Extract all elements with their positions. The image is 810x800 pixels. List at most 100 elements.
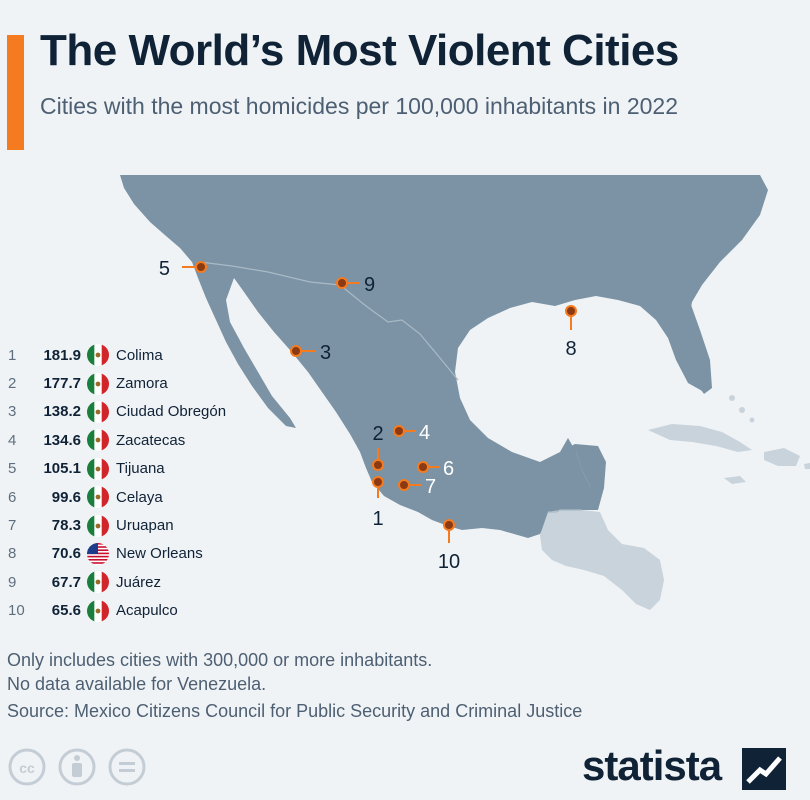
city-row: 2 177.7 Zamora: [8, 369, 268, 397]
city-rank: 8: [8, 545, 17, 563]
homicide-rate: 65.6: [51, 602, 81, 620]
mexico-flag-icon: [87, 400, 109, 423]
city-rank: 6: [8, 488, 17, 506]
city-row: 5 105.1 Tijuana: [8, 455, 268, 483]
creative-commons-icon[interactable]: cc: [8, 748, 46, 786]
gulf-of-california: [234, 290, 304, 394]
city-marker[interactable]: [393, 425, 405, 437]
city-marker[interactable]: [195, 261, 207, 273]
city-marker-label: 10: [438, 551, 460, 573]
city-marker-label: 8: [565, 338, 576, 360]
city-marker-label: 2: [372, 423, 383, 445]
city-marker-label: 6: [443, 458, 454, 480]
accent-bar: [7, 35, 24, 150]
city-marker[interactable]: [372, 459, 384, 471]
no-derivatives-icon[interactable]: [108, 748, 146, 786]
city-row: 6 99.6 Celaya: [8, 483, 268, 511]
city-name: Zamora: [116, 375, 168, 393]
landmass-puerto-rico: [804, 463, 810, 469]
city-markers: 1 2 3 4 5 67 8 9 10: [159, 258, 577, 573]
city-rank: 5: [8, 460, 17, 478]
city-marker-label: 9: [364, 274, 375, 296]
city-rank: 1: [8, 346, 17, 364]
notes: Only includes cities with 300,000 or mor…: [7, 648, 432, 696]
city-name: Tijuana: [116, 460, 165, 478]
city-row: 1 181.9 Colima: [8, 341, 268, 369]
city-name: Zacatecas: [116, 431, 186, 449]
mexico-flag-icon: [87, 344, 109, 367]
city-marker[interactable]: [398, 479, 410, 491]
city-marker-label: 3: [320, 342, 331, 364]
page-title: The World’s Most Violent Cities: [40, 26, 679, 75]
brand-name[interactable]: statista: [582, 742, 722, 789]
city-ranking-list: 1 181.9 Colima 2 177.7 Zamora 3 138.2 Ciudad Obr…: [8, 341, 268, 625]
homicide-rate: 181.9: [43, 346, 81, 364]
usa-flag-icon: [87, 542, 109, 565]
city-marker[interactable]: [565, 305, 577, 317]
city-name: Ciudad Obregón: [116, 403, 227, 421]
attribution-icon[interactable]: [58, 748, 96, 786]
island-bahamas: [739, 407, 745, 413]
border-mexico-guatemala: [548, 509, 582, 513]
source: Source: Mexico Citizens Council for Publ…: [7, 701, 583, 721]
note-venezuela: No data available for Venezuela.: [7, 674, 267, 694]
map: 1 2 3 4 5 67 8 9 10: [120, 175, 810, 610]
landmass-florida: [660, 302, 712, 394]
mexico-flag-icon: [87, 486, 109, 509]
license-icons: cc: [8, 748, 146, 786]
city-rank: 3: [8, 403, 17, 421]
city-row: 4 134.6 Zacatecas: [8, 426, 268, 454]
homicide-rate: 67.7: [51, 573, 81, 591]
landmass-jamaica: [724, 476, 746, 484]
landmass-yucatan: [560, 444, 606, 510]
city-row: 7 78.3 Uruapan: [8, 511, 268, 539]
homicide-rate: 99.6: [51, 488, 81, 506]
mexico-flag-icon: [87, 372, 109, 395]
homicide-rate: 78.3: [51, 517, 81, 535]
city-marker[interactable]: [443, 519, 455, 531]
island-bahamas: [749, 417, 755, 423]
homicide-rate: 105.1: [43, 460, 81, 478]
city-marker-label: 1: [372, 508, 383, 530]
city-rank: 4: [8, 431, 17, 449]
mexico-flag-icon: [87, 429, 109, 452]
city-row: 10 65.6 Acapulco: [8, 597, 268, 625]
landmass-central-america: [540, 510, 664, 610]
city-marker[interactable]: [372, 476, 384, 488]
homicide-rate: 138.2: [43, 403, 81, 421]
city-row: 9 67.7 Juárez: [8, 568, 268, 596]
homicide-rate: 70.6: [51, 545, 81, 563]
city-marker-label: 4: [419, 422, 430, 444]
city-name: New Orleans: [116, 545, 203, 563]
homicide-rate: 134.6: [43, 431, 81, 449]
city-rank: 9: [8, 573, 17, 591]
svg-text:cc: cc: [19, 760, 35, 776]
city-name: Celaya: [116, 488, 163, 506]
city-marker[interactable]: [290, 345, 302, 357]
mexico-flag-icon: [87, 514, 109, 537]
mexico-flag-icon: [87, 457, 109, 480]
city-row: 8 70.6 New Orleans: [8, 540, 268, 568]
city-marker-label: 5: [159, 258, 170, 280]
city-row: 3 138.2 Ciudad Obregón: [8, 398, 268, 426]
note-population: Only includes cities with 300,000 or mor…: [7, 650, 433, 670]
landmass-hispaniola: [764, 448, 800, 466]
city-rank: 7: [8, 517, 17, 535]
island-bahamas: [729, 395, 735, 401]
city-name: Acapulco: [116, 602, 178, 620]
city-rank: 2: [8, 375, 17, 393]
landmass-cuba: [648, 424, 752, 452]
border-us-mexico: [199, 261, 459, 381]
city-name: Colima: [116, 346, 163, 364]
city-marker-label: 7: [425, 476, 436, 498]
statista-logo-icon[interactable]: [742, 748, 786, 790]
page-subtitle: Cities with the most homicides per 100,0…: [40, 93, 678, 119]
city-marker[interactable]: [417, 461, 429, 473]
city-name: Juárez: [116, 573, 162, 591]
city-rank: 10: [8, 602, 25, 620]
city-marker[interactable]: [336, 277, 348, 289]
homicide-rate: 177.7: [43, 375, 81, 393]
mexico-flag-icon: [87, 571, 109, 594]
mexico-flag-icon: [87, 599, 109, 622]
city-name: Uruapan: [116, 517, 174, 535]
